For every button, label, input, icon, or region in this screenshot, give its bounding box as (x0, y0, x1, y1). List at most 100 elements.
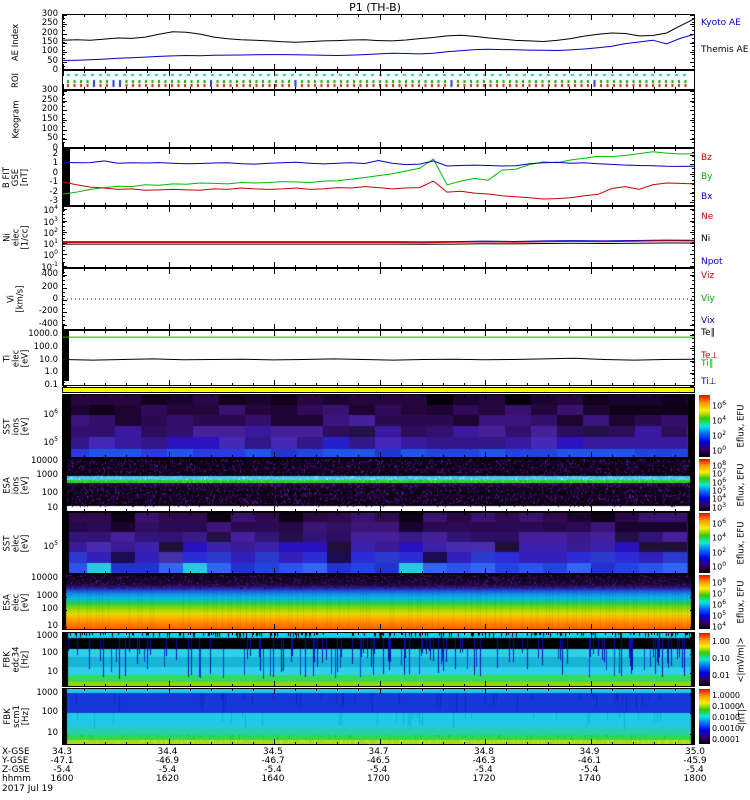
ytick-minor (63, 34, 65, 35)
ytick-minor (63, 320, 65, 321)
xtick-mark (358, 395, 359, 397)
xtick-mark (63, 459, 64, 464)
xtick-mark (401, 145, 402, 147)
xtick-mark (591, 624, 592, 629)
ytick-mark (690, 155, 694, 156)
ytick-minor (63, 110, 65, 111)
panel-esa_elec (62, 574, 695, 630)
xtick-mark (358, 145, 359, 147)
ytick-mark (63, 52, 67, 53)
xtick-mark (211, 455, 212, 457)
colorbar-tick-esa_elec-3: 105 (712, 609, 727, 621)
xtick-mark (464, 513, 465, 515)
xtick-mark (316, 91, 317, 93)
xtick-mark (358, 327, 359, 329)
xtick-mark (147, 455, 148, 457)
xtick-mark (274, 633, 275, 638)
colorbar-tick-sst_ions-1: 104 (712, 414, 727, 426)
xtick-mark (612, 627, 613, 629)
xtick-mark (569, 742, 570, 744)
xtick-mark (443, 87, 444, 89)
ytick-mark (690, 610, 694, 611)
ytick-label-vi-3: -200 (38, 306, 58, 317)
xtick-mark (126, 331, 127, 333)
spectrogram-fbk_edc34 (63, 633, 694, 686)
xtick-mark (295, 509, 296, 511)
xtick-mark (126, 627, 127, 629)
footer-value-Y-GSE-2: -46.7 (261, 756, 285, 766)
ytick-label-fbk_edc34-0: 1000 (36, 630, 58, 641)
ytick-minor (692, 346, 694, 347)
ytick-minor (692, 366, 694, 367)
xtick-mark (443, 633, 444, 635)
xtick-mark (190, 571, 191, 573)
xtick-mark (169, 269, 170, 274)
xtick-mark (274, 459, 275, 464)
ytick-minor (692, 138, 694, 139)
xtick-mark (506, 71, 507, 73)
xtick-mark (591, 681, 592, 686)
xtick-mark (401, 633, 402, 635)
colorbar-tick-esa_elec-1: 107 (712, 588, 727, 599)
xtick-mark (612, 689, 613, 691)
xtick-mark (569, 269, 570, 271)
xtick-mark (337, 71, 338, 73)
xtick-mark (232, 395, 233, 397)
xtick-mark (401, 455, 402, 457)
xtick-mark (316, 67, 317, 69)
line-plot-bfit (63, 151, 694, 200)
xtick-mark (105, 149, 106, 151)
xtick-mark (443, 203, 444, 205)
line-plot-ni (63, 239, 694, 245)
xtick-mark (358, 571, 359, 573)
xtick-mark (401, 383, 402, 385)
xtick-mark (422, 15, 423, 17)
legend-vi-Vix: Vix (701, 316, 715, 327)
ytick-mark (63, 494, 67, 495)
xtick-mark (147, 203, 148, 205)
xtick-mark (211, 91, 212, 93)
xtick-mark (211, 633, 212, 635)
xtick-mark (548, 571, 549, 573)
page-title: P1 (TH-B) (349, 1, 401, 14)
xtick-mark (105, 395, 106, 397)
colorbar-unit-text: Eflux, EFU (737, 580, 747, 624)
xtick-mark (380, 91, 381, 96)
xtick-mark (569, 689, 570, 691)
xtick-mark (654, 395, 655, 397)
xtick-mark (232, 571, 233, 573)
xtick-mark (506, 15, 507, 17)
ytick-mark (63, 654, 67, 655)
xtick-mark (169, 568, 170, 573)
ytick-minor (63, 334, 65, 335)
footer-value-hhmm-6: 1800 (683, 774, 707, 784)
xtick-mark (126, 149, 127, 151)
xtick-mark (190, 67, 191, 69)
xtick-mark (506, 203, 507, 205)
xtick-mark (612, 207, 613, 209)
ytick-minor (692, 304, 694, 305)
xtick-mark (295, 203, 296, 205)
xtick-mark (63, 84, 64, 89)
xtick-mark (527, 265, 528, 267)
panel-ni (62, 206, 695, 268)
xtick-mark (485, 142, 486, 147)
panel-keogram (62, 90, 695, 150)
ytick-minor (63, 152, 65, 153)
xtick-mark (569, 203, 570, 205)
xtick-mark (274, 513, 275, 518)
xtick-mark (63, 207, 64, 212)
xtick-mark (316, 395, 317, 397)
xtick-mark (380, 15, 381, 20)
line-plot-vi (63, 298, 694, 300)
xtick-mark (675, 71, 676, 73)
xtick-mark (569, 149, 570, 151)
xtick-mark (274, 624, 275, 629)
xtick-mark (654, 459, 655, 461)
xtick-mark (422, 459, 423, 461)
xtick-mark (506, 571, 507, 573)
xtick-mark (380, 459, 381, 464)
ytick-minor (63, 316, 65, 317)
xtick-mark (485, 575, 486, 580)
footer-row-label-X-GSE: X-GSE (2, 747, 30, 757)
